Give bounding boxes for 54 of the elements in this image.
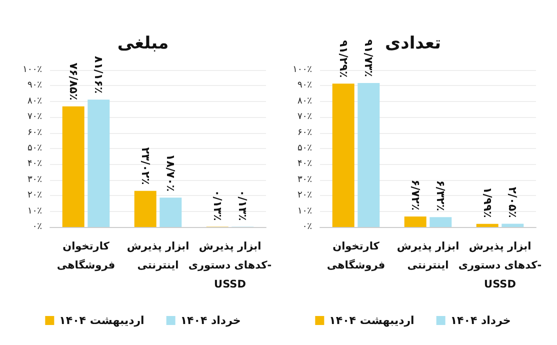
y-tick-label: ۰٪: [32, 222, 42, 232]
data-label: ۲۳/۰۲٪: [138, 147, 152, 185]
x-tick-label: ابزار پذیرش اینترنتی: [126, 240, 190, 272]
data-label: ۹۱/۲۹٪: [336, 40, 350, 78]
y-tick-label: ۳۰٪: [297, 174, 312, 185]
y-tick-label: ۱۰٪: [27, 206, 42, 216]
data-label: ۸۱/۱۶٪: [92, 56, 106, 94]
data-label: ۷۶/۸۵٪: [66, 62, 80, 100]
bar: [358, 82, 380, 227]
chart-title: مبلغی: [117, 34, 169, 54]
data-label: ۱۸/۷۰٪: [164, 154, 178, 192]
y-tick-label: ۵۰٪: [27, 144, 42, 154]
x-tick-label: کارتخوان فروشگاهی: [326, 240, 386, 272]
y-tick-label: ۶۰٪: [27, 128, 42, 138]
y-tick-label: ۸۰٪: [27, 96, 42, 106]
legend-label: اردیبهشت ۱۴۰۴: [59, 314, 144, 327]
y-tick-label: ۱۰۰٪: [22, 65, 42, 75]
y-tick-label: ۸۰٪: [297, 96, 312, 106]
y-tick-label: ۱۰٪: [297, 206, 312, 216]
y-tick-label: ۳۰٪: [27, 174, 42, 185]
y-tick-label: ۶۰٪: [297, 128, 312, 138]
data-label: ۲/۰۵٪: [506, 186, 520, 218]
bar: [502, 224, 524, 227]
y-tick-label: ۹۰٪: [297, 80, 312, 91]
y-tick-label: ۰٪: [302, 222, 312, 232]
data-label: ۱/۹۹٪: [480, 187, 494, 218]
bar: [134, 190, 156, 227]
y-tick-label: ۷۰٪: [27, 112, 42, 122]
bar: [476, 224, 498, 227]
y-tick-label: ۹۰٪: [27, 80, 42, 91]
y-tick-label: ۷۰٪: [297, 112, 312, 122]
x-tick-label: ابزار پذیرش اینترنتی: [396, 240, 460, 272]
bar: [430, 217, 452, 227]
y-tick-label: ۱۰۰٪: [292, 65, 312, 75]
y-tick-label: ۲۰٪: [297, 190, 312, 201]
legend-label: اردیبهشت ۱۴۰۴: [329, 314, 414, 327]
data-label: ۰/۱۳٪: [236, 190, 250, 221]
bar: [332, 84, 354, 227]
data-label: ۶/۳۲٪: [434, 180, 448, 212]
data-label: ۶/۷۲٪: [408, 180, 422, 210]
y-tick-label: ۲۰٪: [27, 190, 42, 201]
bar: [160, 198, 182, 227]
y-tick-label: ۵۰٪: [297, 144, 312, 154]
y-tick-label: ۴۰٪: [297, 159, 312, 170]
y-tick-label: ۴۰٪: [27, 159, 42, 170]
legend-label: خرداد ۱۴۰۴: [180, 314, 241, 327]
legend-label: خرداد ۱۴۰۴: [450, 314, 511, 327]
data-label: ۰/۱۳٪: [210, 190, 224, 221]
bar: [88, 100, 110, 227]
data-label: ۹۱/۷۳٪: [362, 39, 376, 77]
bar: [404, 216, 426, 227]
x-tick-label: کارتخوان فروشگاهی: [56, 240, 116, 272]
chart-title: تعدادی: [385, 34, 441, 54]
bar: [62, 106, 84, 227]
